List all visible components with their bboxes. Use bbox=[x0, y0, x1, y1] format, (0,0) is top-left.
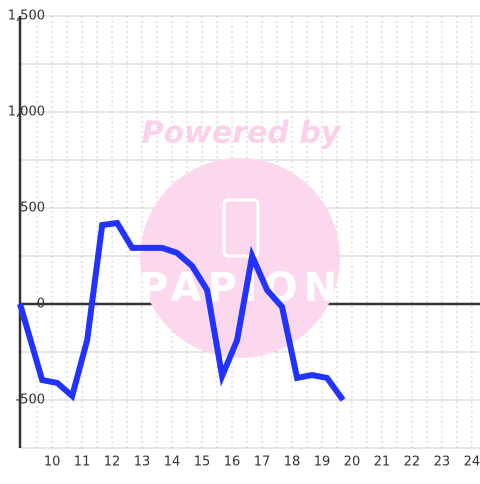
x-tick-label: 11 bbox=[74, 455, 91, 470]
x-tick-label: 20 bbox=[344, 455, 361, 470]
x-tick-label: 14 bbox=[164, 455, 181, 470]
watermark-text: Powered by bbox=[142, 116, 342, 151]
x-tick-label: 10 bbox=[44, 455, 61, 470]
x-tick-label: 16 bbox=[224, 455, 241, 470]
x-tick-label: 13 bbox=[134, 455, 151, 470]
y-tick-label: 1,000 bbox=[8, 105, 45, 120]
line bbox=[17, 219, 346, 402]
x-tick-label: 21 bbox=[374, 455, 391, 470]
watermark: PAPION Powered by bbox=[139, 116, 343, 358]
y-tick-label: 1,500 bbox=[8, 9, 45, 24]
x-tick-label: 24 bbox=[464, 455, 480, 470]
x-tick-label: 23 bbox=[434, 455, 451, 470]
x-tick-label: 19 bbox=[314, 455, 331, 470]
y-tick-label: -500 bbox=[15, 393, 45, 408]
svg-text:PAPION: PAPION bbox=[139, 265, 343, 311]
x-tick-label: 22 bbox=[404, 455, 421, 470]
x-tick-label: 17 bbox=[254, 455, 271, 470]
x-tick-label: 12 bbox=[104, 455, 121, 470]
x-tick-label: 15 bbox=[194, 455, 211, 470]
y-tick-label: 500 bbox=[20, 201, 45, 216]
x-tick-label: 18 bbox=[284, 455, 301, 470]
